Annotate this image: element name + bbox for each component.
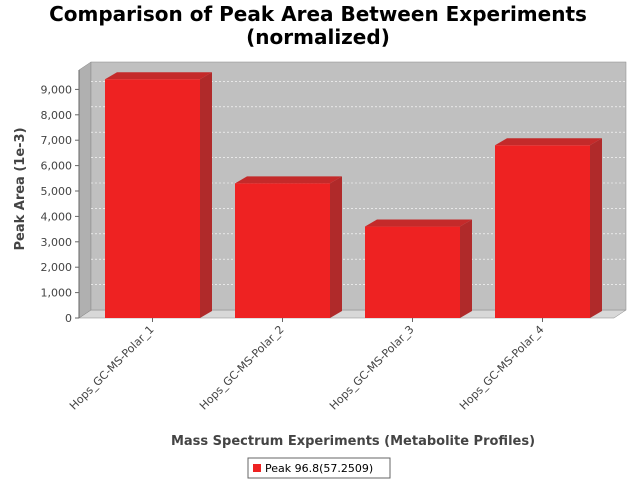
bar-top [365,219,472,227]
bar-top [495,138,602,146]
x-axis-label: Mass Spectrum Experiments (Metabolite Pr… [171,434,535,449]
bars [105,72,602,319]
x-tick-label: Hops_GC-MS-Polar_4 [457,323,547,413]
bar-front [495,145,590,318]
y-axis: 0 1,000 2,000 3,000 4,000 5,000 6,000 7,000 8,00… [41,70,80,325]
bar-front [365,226,460,318]
y-tick-label: 1,000 [41,287,73,300]
bar-side [200,72,212,319]
bar [235,176,342,318]
bar-side [590,138,602,318]
y-tick-label: 4,000 [41,210,73,223]
bar-front [235,183,330,318]
legend-swatch [253,464,261,472]
legend-box [247,457,391,479]
y-tick-label: 3,000 [41,236,73,249]
bar [105,72,212,319]
bar-top [235,176,342,184]
plot-left-wall [78,61,92,319]
bar-side [330,176,342,318]
x-tick-label: Hops_GC-MS-Polar_1 [67,323,157,413]
x-tick-label: Hops_GC-MS-Polar_2 [197,323,287,413]
x-axis: Hops_GC-MS-Polar_1 Hops_GC-MS-Polar_2 Hops… [67,318,547,412]
legend: Peak 96.8(57.2509) [247,457,391,479]
y-tick-label: 0 [65,312,72,325]
chart-title: Comparison of Peak Area Between Experime… [49,2,587,26]
bar-front [105,79,200,319]
bar [365,219,472,318]
y-tick-label: 5,000 [41,185,73,198]
legend-label: Peak 96.8(57.2509) [265,462,373,475]
y-tick-label: 8,000 [41,109,73,122]
bar-side [460,219,472,318]
y-tick-label: 2,000 [41,261,73,274]
chart-subtitle: (normalized) [246,25,390,49]
y-tick-label: 6,000 [41,160,73,173]
y-axis-label: Peak Area (1e-3) [13,127,28,250]
y-tick-label: 7,000 [41,134,73,147]
bar [495,138,602,318]
bar-top [105,72,212,80]
x-tick-label: Hops_GC-MS-Polar_3 [327,323,417,413]
y-tick-label: 9,000 [41,83,73,96]
